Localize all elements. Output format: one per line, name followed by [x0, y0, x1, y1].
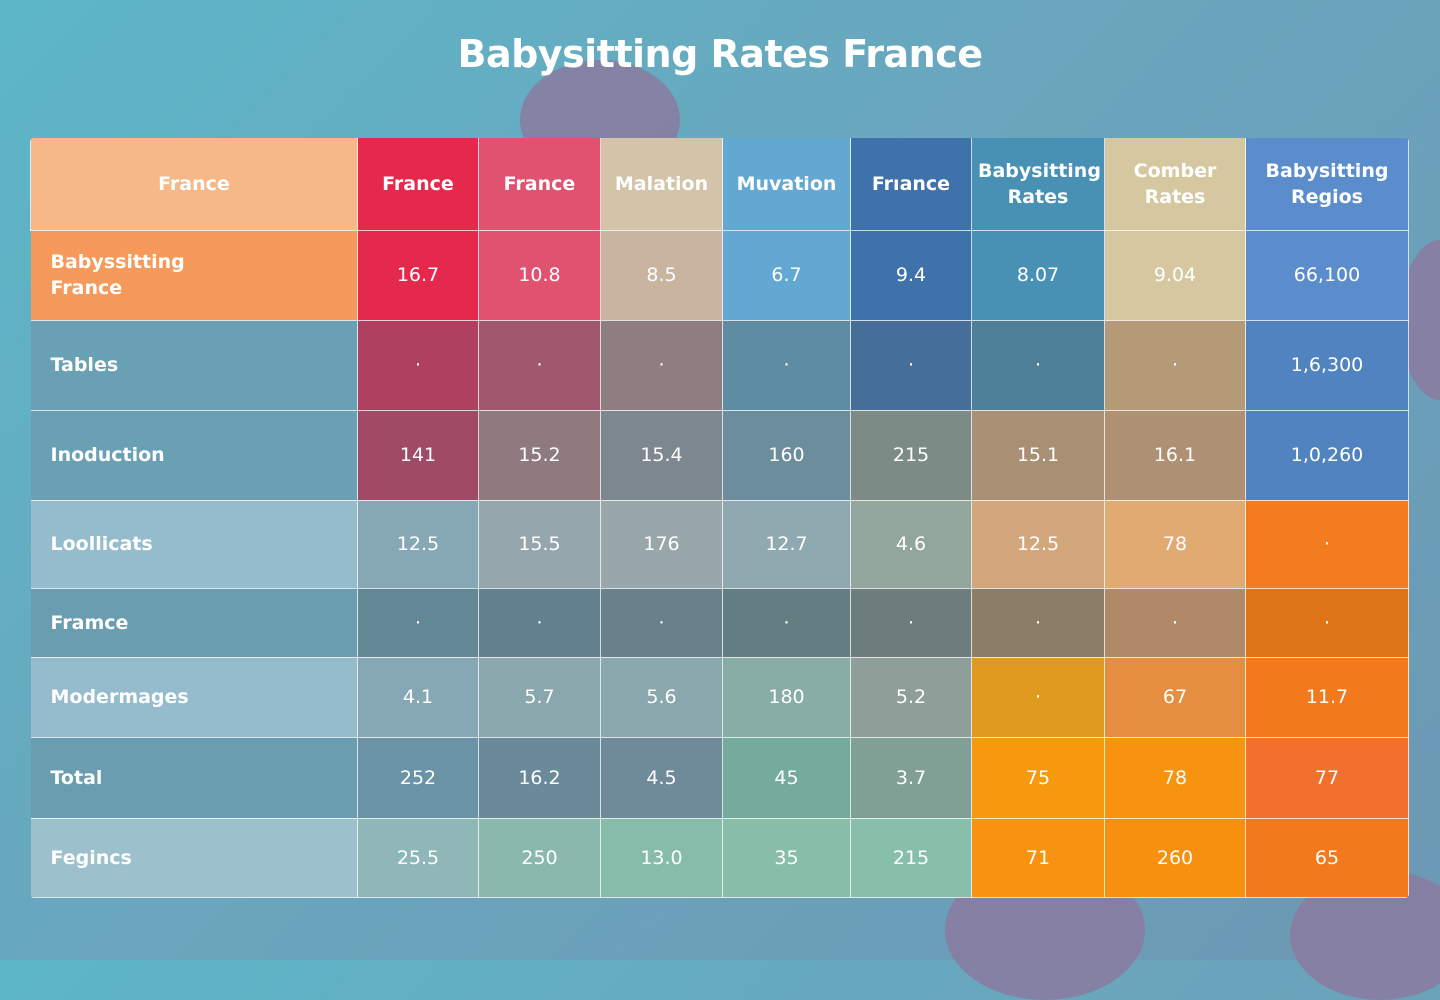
column-header: France [478, 138, 601, 231]
table-cell: · [850, 319, 972, 411]
column-header: Babysitting Rates [971, 138, 1105, 231]
table-cell: 4.5 [600, 736, 723, 819]
table-cell: · [722, 587, 851, 658]
table-cell: 12.7 [722, 499, 851, 589]
table-cell: 180 [722, 656, 851, 738]
table-cell: 9.04 [1104, 229, 1246, 321]
table-cell: 8.5 [600, 229, 723, 321]
table-row: Framce · · · · · · · · [30, 587, 1409, 658]
table-cell: 11.7 [1245, 656, 1409, 738]
table-cell: · [971, 656, 1105, 738]
table-cell: · [357, 319, 479, 411]
table-cell: 77 [1245, 736, 1409, 819]
row-label: Framce [30, 587, 358, 658]
table-cell: 35 [722, 817, 851, 898]
table-row: Inoduction 141 15.2 15.4 160 215 15.1 16.1 1,0,2… [30, 409, 1409, 501]
row-label: Tables [30, 319, 358, 411]
table-cell: 16.7 [357, 229, 479, 321]
table-cell: · [971, 587, 1105, 658]
table-row: Loollicats 12.5 15.5 176 12.7 4.6 12.5 78 · [30, 499, 1409, 589]
table-cell: 67 [1104, 656, 1246, 738]
table-cell: · [971, 319, 1105, 411]
table-cell: · [1104, 319, 1246, 411]
table-cell: 160 [722, 409, 851, 501]
column-header: Frıance [850, 138, 972, 231]
table-cell: 4.6 [850, 499, 972, 589]
table-cell: 6.7 [722, 229, 851, 321]
table-cell: 16.2 [478, 736, 601, 819]
table-cell: 45 [722, 736, 851, 819]
table-cell: 1,0,260 [1245, 409, 1409, 501]
table-cell: 8.07 [971, 229, 1105, 321]
table-cell: 3.7 [850, 736, 972, 819]
table-row: Babyssitting France 16.7 10.8 8.5 6.7 9.4 8.07… [30, 229, 1409, 321]
table-cell: 141 [357, 409, 479, 501]
table-cell: · [600, 587, 723, 658]
column-header: Muvation [722, 138, 851, 231]
table-cell: 5.6 [600, 656, 723, 738]
header-row: France France France Malation Muvation Frıanc… [30, 138, 1409, 231]
row-label: Inoduction [30, 409, 358, 501]
column-header: Malation [600, 138, 723, 231]
table-cell: · [722, 319, 851, 411]
table-cell: 66,100 [1245, 229, 1409, 321]
table-cell: 13.0 [600, 817, 723, 898]
table-cell: 1,6,300 [1245, 319, 1409, 411]
table-cell: 15.1 [971, 409, 1105, 501]
row-label: Loollicats [30, 499, 358, 589]
column-header: Comber Rates [1104, 138, 1246, 231]
table-cell: 9.4 [850, 229, 972, 321]
table-cell: · [1245, 587, 1409, 658]
table-cell: 15.5 [478, 499, 601, 589]
table-row: Tables · · · · · · · 1,6,300 [30, 319, 1409, 411]
table-cell: 5.7 [478, 656, 601, 738]
row-label: Fegincs [30, 817, 358, 898]
table-cell: 78 [1104, 736, 1246, 819]
table-cell: 5.2 [850, 656, 972, 738]
table-cell: 215 [850, 409, 972, 501]
table-cell: 215 [850, 817, 972, 898]
table-cell: · [850, 587, 972, 658]
column-header: France [30, 138, 358, 231]
table-cell: 15.2 [478, 409, 601, 501]
table-cell: 250 [478, 817, 601, 898]
table-cell: 75 [971, 736, 1105, 819]
table-cell: 65 [1245, 817, 1409, 898]
page-title: Babysitting Rates France [457, 32, 983, 76]
table-cell: 78 [1104, 499, 1246, 589]
table-cell: 10.8 [478, 229, 601, 321]
row-label: Modermages [30, 656, 358, 738]
table-row: Modermages 4.1 5.7 5.6 180 5.2 · 67 11.7 [30, 656, 1409, 738]
table-cell: · [600, 319, 723, 411]
table-cell: 4.1 [357, 656, 479, 738]
rates-table: France France France Malation Muvation Frıanc… [30, 138, 1409, 898]
table-cell: · [1245, 499, 1409, 589]
table-cell: · [1104, 587, 1246, 658]
row-label: Total [30, 736, 358, 819]
table-cell: 25.5 [357, 817, 479, 898]
table-cell: 12.5 [971, 499, 1105, 589]
table-cell: · [478, 587, 601, 658]
table-cell: 176 [600, 499, 723, 589]
table-cell: · [478, 319, 601, 411]
row-label: Babyssitting France [30, 229, 358, 321]
table-cell: 260 [1104, 817, 1246, 898]
table-cell: 15.4 [600, 409, 723, 501]
table-cell: 16.1 [1104, 409, 1246, 501]
table-cell: 12.5 [357, 499, 479, 589]
table-cell: 71 [971, 817, 1105, 898]
column-header: Babysitting Regios [1245, 138, 1409, 231]
table-row: Total 252 16.2 4.5 45 3.7 75 78 77 [30, 736, 1409, 819]
column-header: France [357, 138, 479, 231]
table-cell: · [357, 587, 479, 658]
table-row: Fegincs 25.5 250 13.0 35 215 71 260 65 [30, 817, 1409, 898]
table-cell: 252 [357, 736, 479, 819]
